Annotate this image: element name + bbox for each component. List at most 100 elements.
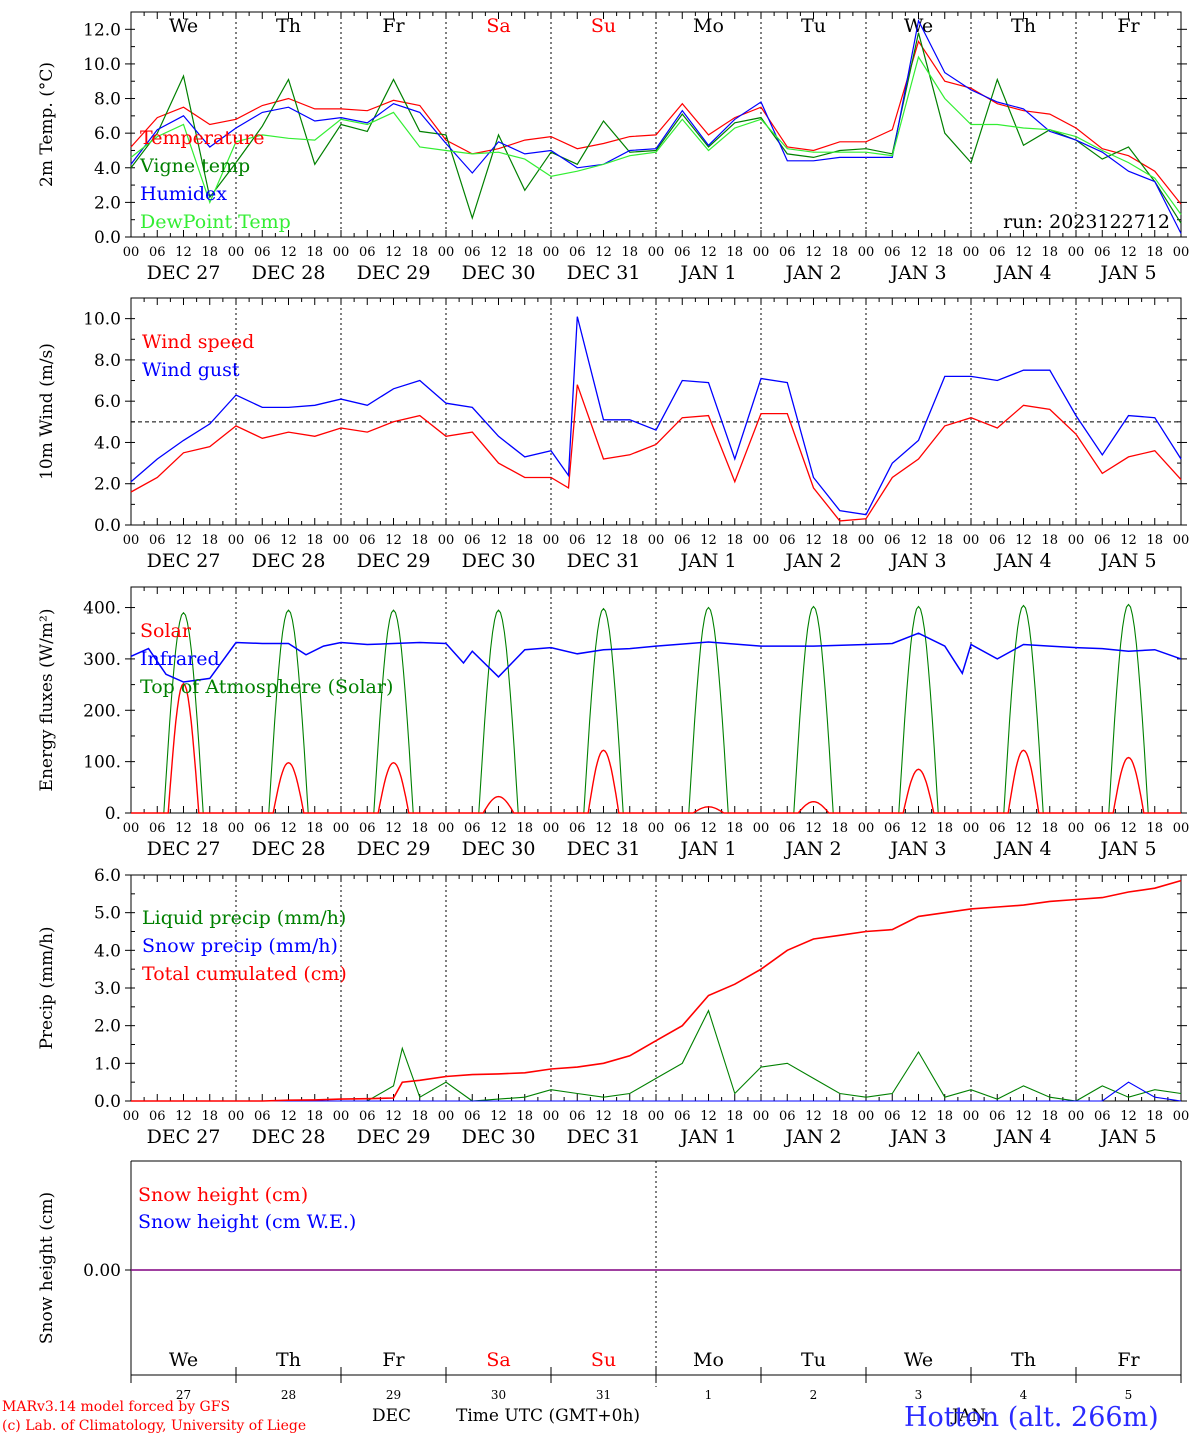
hour-tick-label: 18	[1041, 245, 1058, 260]
hour-tick-label: 12	[280, 821, 297, 836]
date-label: JAN 3	[888, 838, 946, 860]
y-tick-label: 0.0	[94, 228, 121, 248]
hour-tick-label: 00	[1068, 1109, 1085, 1124]
hour-tick-label: 12	[700, 821, 717, 836]
hour-tick-label: 06	[359, 245, 376, 260]
hour-tick-label: 00	[123, 821, 140, 836]
hour-tick-label: 18	[1041, 1109, 1058, 1124]
hour-tick-label: 18	[516, 533, 533, 548]
day-number: 29	[386, 1388, 401, 1402]
hour-tick-label: 06	[464, 533, 481, 548]
series-temperature	[130, 39, 1182, 205]
day-number: 2	[810, 1388, 818, 1402]
date-label: JAN 1	[678, 838, 736, 860]
date-label: JAN 1	[678, 550, 736, 572]
legend-infrared: Infrared	[140, 648, 220, 670]
hour-tick-label: 00	[858, 1109, 875, 1124]
hour-tick-label: 18	[621, 245, 638, 260]
hour-tick-label: 12	[385, 533, 402, 548]
date-label: JAN 5	[1098, 550, 1156, 572]
date-label: DEC 29	[357, 550, 431, 572]
hour-tick-label: 18	[201, 533, 218, 548]
hour-tick-label: 18	[306, 1109, 323, 1124]
y-tick-label: 3.0	[94, 979, 121, 999]
hour-tick-label: 06	[149, 245, 166, 260]
hour-tick-label: 12	[1015, 533, 1032, 548]
date-label: JAN 5	[1098, 262, 1156, 284]
date-label: DEC 30	[462, 838, 536, 860]
hour-tick-label: 18	[936, 245, 953, 260]
hour-tick-label: 18	[201, 821, 218, 836]
date-label: JAN 4	[993, 838, 1051, 860]
date-label: JAN 2	[783, 1126, 841, 1148]
hour-tick-label: 18	[306, 821, 323, 836]
hour-tick-label: 06	[989, 1109, 1006, 1124]
hour-tick-label: 18	[621, 533, 638, 548]
y-tick-label: 2.0	[94, 193, 121, 213]
hour-tick-label: 06	[254, 533, 271, 548]
y-tick-label: 2.0	[94, 475, 121, 495]
weekday-label-bottom: Th	[276, 1349, 301, 1371]
y-tick-label: 0.0	[94, 516, 121, 536]
hour-tick-label: 00	[438, 533, 455, 548]
y-tick-label: 0.	[105, 804, 121, 824]
hour-tick-label: 18	[516, 821, 533, 836]
hour-tick-label: 18	[516, 245, 533, 260]
y-tick-label: 6.0	[94, 866, 121, 886]
y-tick-label: 8.0	[94, 90, 121, 110]
series-snow-precip-mm-h-	[131, 1081, 1182, 1102]
hour-tick-label: 06	[674, 821, 691, 836]
hour-tick-label: 18	[936, 1109, 953, 1124]
hour-tick-label: 18	[201, 1109, 218, 1124]
hour-tick-label: 00	[1173, 1109, 1190, 1124]
hour-tick-label: 06	[149, 1109, 166, 1124]
y-tick-label: 100.	[83, 753, 121, 773]
day-number: 31	[596, 1388, 611, 1402]
legend-total-cumulated-cm: Total cumulated (cm)	[142, 963, 347, 985]
hour-tick-label: 00	[1173, 533, 1190, 548]
y-tick-label: 4.0	[94, 941, 121, 961]
hour-tick-label: 00	[228, 533, 245, 548]
hour-tick-label: 06	[464, 245, 481, 260]
series-wind-gust	[130, 316, 1182, 516]
hour-tick-label: 18	[1041, 533, 1058, 548]
hour-tick-label: 00	[123, 245, 140, 260]
series-total-cumulated-cm-	[131, 879, 1182, 1102]
hour-tick-label: 06	[569, 245, 586, 260]
date-label: DEC 28	[252, 838, 326, 860]
date-label: JAN 5	[1098, 838, 1156, 860]
hour-tick-label: 12	[1015, 821, 1032, 836]
hour-tick-label: 06	[779, 533, 796, 548]
date-label: JAN 2	[783, 550, 841, 572]
date-label: DEC 27	[147, 262, 221, 284]
hour-tick-label: 18	[411, 1109, 428, 1124]
legend-temperature: Temperature	[140, 127, 264, 149]
hour-tick-label: 00	[963, 821, 980, 836]
hour-tick-label: 00	[1173, 245, 1190, 260]
weekday-label-bottom: Mo	[693, 1349, 724, 1371]
hour-tick-label: 12	[175, 245, 192, 260]
y-tick-label: 2.0	[94, 1017, 121, 1037]
y-axis-label-2: 10m Wind (m/s)	[37, 343, 57, 480]
hour-tick-label: 18	[1146, 821, 1163, 836]
hour-tick-label: 12	[805, 1109, 822, 1124]
hour-tick-label: 12	[805, 821, 822, 836]
date-label: DEC 30	[462, 550, 536, 572]
hour-tick-label: 18	[726, 1109, 743, 1124]
y-tick-label: 4.0	[94, 433, 121, 453]
hour-tick-label: 12	[490, 245, 507, 260]
weekday-label: Tu	[801, 15, 826, 37]
hour-tick-label: 12	[595, 533, 612, 548]
date-label: JAN 2	[783, 262, 841, 284]
model-credit-line2: (c) Lab. of Climatology, University of L…	[2, 1418, 307, 1434]
hour-tick-label: 00	[543, 245, 560, 260]
hour-tick-label: 18	[1146, 245, 1163, 260]
hour-tick-label: 06	[884, 533, 901, 548]
hour-tick-label: 00	[753, 1109, 770, 1124]
hour-tick-label: 00	[228, 821, 245, 836]
date-label: JAN 3	[888, 1126, 946, 1148]
series-humidex	[130, 18, 1182, 234]
weekday-label: Th	[276, 15, 301, 37]
day-number: 28	[281, 1388, 296, 1402]
date-label: DEC 31	[567, 550, 641, 572]
